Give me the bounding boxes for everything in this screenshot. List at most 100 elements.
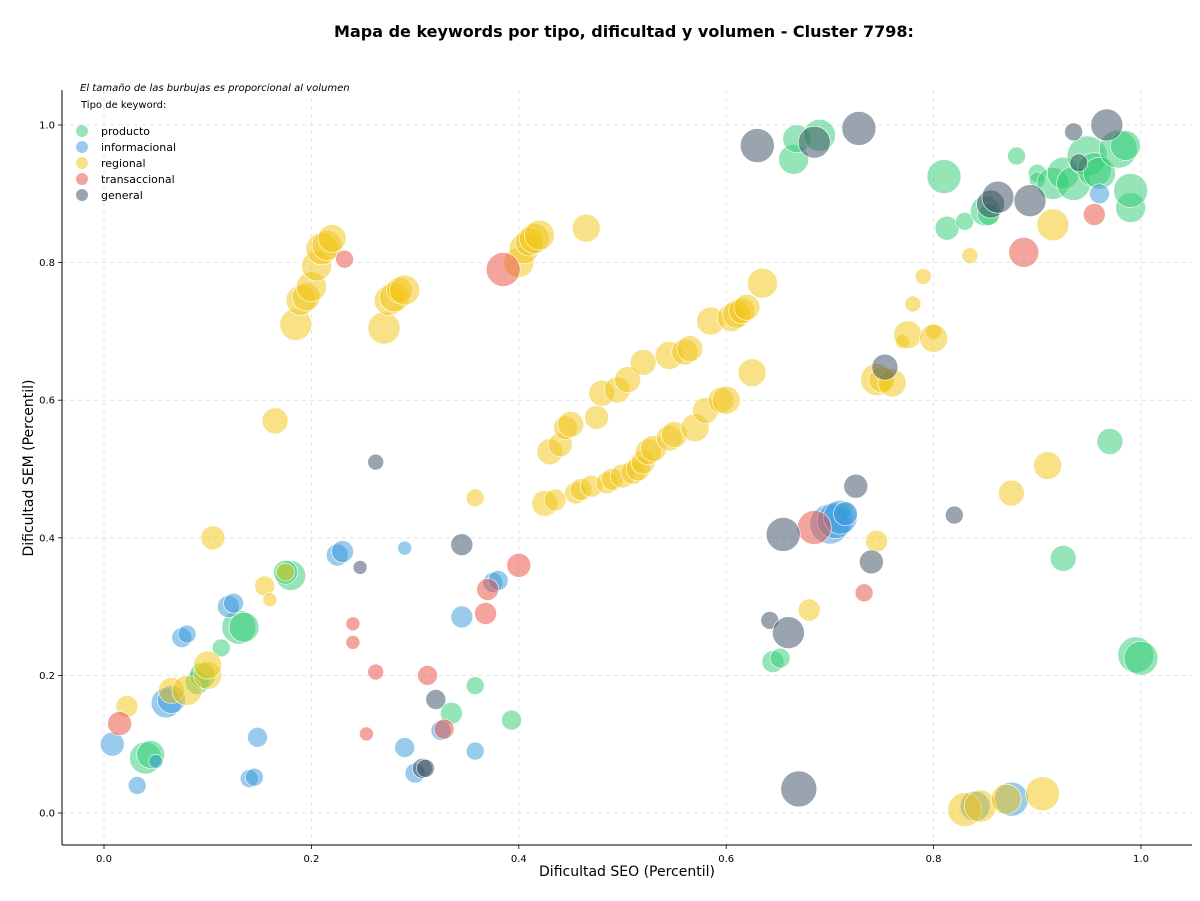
bubble-regional <box>262 592 278 608</box>
axes: 0.0 0.2 0.4 0.6 0.8 1.0 0.0 0.2 0.4 0.6 0.8 1.0 <box>39 90 1192 865</box>
bubble-regional <box>171 675 203 706</box>
bubble-producto <box>1113 173 1148 208</box>
x-tick-label: 0.4 <box>511 854 527 865</box>
y-tick-label: 1.0 <box>39 121 55 132</box>
bubble-informacional <box>127 776 147 795</box>
bubble-regional <box>797 598 821 622</box>
bubble-general <box>739 128 775 163</box>
legend-marker-regional <box>76 157 88 169</box>
size-note: El tamaño de las burbujas es proporciona… <box>80 83 350 94</box>
bubble-general <box>352 560 368 575</box>
bubble-transaccional <box>107 711 132 736</box>
bubble-regional <box>200 525 226 551</box>
bubble-informacional <box>394 737 416 758</box>
legend: El tamaño de las burbujas es proporciona… <box>76 83 350 202</box>
y-tick-label: 0.8 <box>39 258 55 269</box>
bubble-general <box>944 505 964 525</box>
bubble-transaccional <box>1008 237 1040 268</box>
bubble-general <box>841 111 877 146</box>
bubble-regional <box>737 358 767 388</box>
bubble-regional <box>571 213 601 243</box>
bubbles <box>100 108 1159 827</box>
y-axis-label: Dificultad SEM (Percentil) <box>21 380 37 557</box>
series-general <box>352 108 1124 808</box>
bubble-regional <box>524 219 555 251</box>
bubble-regional <box>919 323 948 353</box>
bubble-transaccional <box>796 510 832 545</box>
bubble-general <box>765 517 801 552</box>
bubble-informacional <box>465 741 485 761</box>
legend-label-informacional: informacional <box>101 141 176 154</box>
series-transaccional <box>107 203 1106 742</box>
bubble-regional <box>990 783 1022 815</box>
bubble-transaccional <box>335 249 354 269</box>
bubble-informacional <box>397 540 413 556</box>
bubble-regional <box>747 267 778 299</box>
bubble-producto <box>211 638 231 658</box>
bubble-informacional <box>247 726 268 748</box>
bubble-regional <box>543 488 567 512</box>
bubble-producto <box>934 215 960 241</box>
x-tick-label: 0.0 <box>96 854 112 865</box>
bubble-producto <box>1049 545 1077 572</box>
series-regional <box>115 208 1070 827</box>
legend-label-general: general <box>101 189 143 202</box>
bubble-transaccional <box>1083 203 1106 226</box>
bubble-regional <box>193 650 222 680</box>
bubble-producto <box>228 611 260 643</box>
bubble-informacional <box>148 754 164 769</box>
bubble-regional <box>998 479 1025 507</box>
legend-marker-general <box>76 189 88 201</box>
bubble-regional <box>904 295 922 313</box>
bubble-informacional <box>177 624 197 644</box>
bubble-transaccional <box>345 616 361 632</box>
x-axis-label: Dificultad SEO (Percentil) <box>539 864 715 880</box>
bubble-producto <box>1007 146 1026 166</box>
bubble-regional <box>711 385 741 415</box>
bubble-general <box>871 353 899 381</box>
bubble-informacional <box>833 501 858 527</box>
bubble-regional <box>557 410 585 438</box>
bubble-regional <box>261 407 289 435</box>
bubble-regional <box>465 488 485 508</box>
bubble-regional <box>865 529 888 553</box>
series-informacional <box>100 183 1110 822</box>
x-tick-label: 0.8 <box>926 854 942 865</box>
y-tick-label: 0.2 <box>39 671 55 682</box>
bubble-general <box>843 473 869 499</box>
bubble-regional <box>963 789 997 823</box>
y-tick-label: 0.0 <box>39 809 55 820</box>
legend-title: Tipo de keyword: <box>80 100 166 111</box>
bubble-transaccional <box>506 552 532 578</box>
y-tick-label: 0.4 <box>39 533 55 544</box>
bubble-informacional <box>450 605 474 629</box>
bubble-producto <box>769 647 791 669</box>
grid <box>62 90 1192 845</box>
bubble-regional <box>276 562 295 582</box>
bubble-regional <box>629 349 657 376</box>
bubble-general <box>981 180 1015 214</box>
legend-marker-producto <box>76 125 88 137</box>
bubble-regional <box>1036 208 1070 242</box>
legend-label-producto: producto <box>101 125 150 138</box>
bubble-general <box>859 549 884 575</box>
bubble-informacional <box>1089 183 1110 205</box>
bubble-regional <box>389 274 421 306</box>
bubble-transaccional <box>474 602 497 625</box>
legend-label-regional: regional <box>101 157 146 170</box>
bubble-general <box>1090 108 1124 142</box>
bubble-transaccional <box>485 252 521 287</box>
bubble-regional <box>1033 451 1062 480</box>
bubble-transaccional <box>367 663 385 681</box>
bubble-general <box>367 453 385 471</box>
chart-title: Mapa de keywords por tipo, dificultad y … <box>334 22 914 41</box>
bubble-transaccional <box>345 635 361 650</box>
legend-label-transaccional: transaccional <box>101 173 175 186</box>
bubble-informacional <box>245 767 264 787</box>
bubble-general <box>425 689 447 710</box>
bubble-regional <box>317 224 347 253</box>
bubble-producto <box>501 709 522 731</box>
bubble-transaccional <box>359 726 374 742</box>
bubble-producto <box>465 676 485 696</box>
